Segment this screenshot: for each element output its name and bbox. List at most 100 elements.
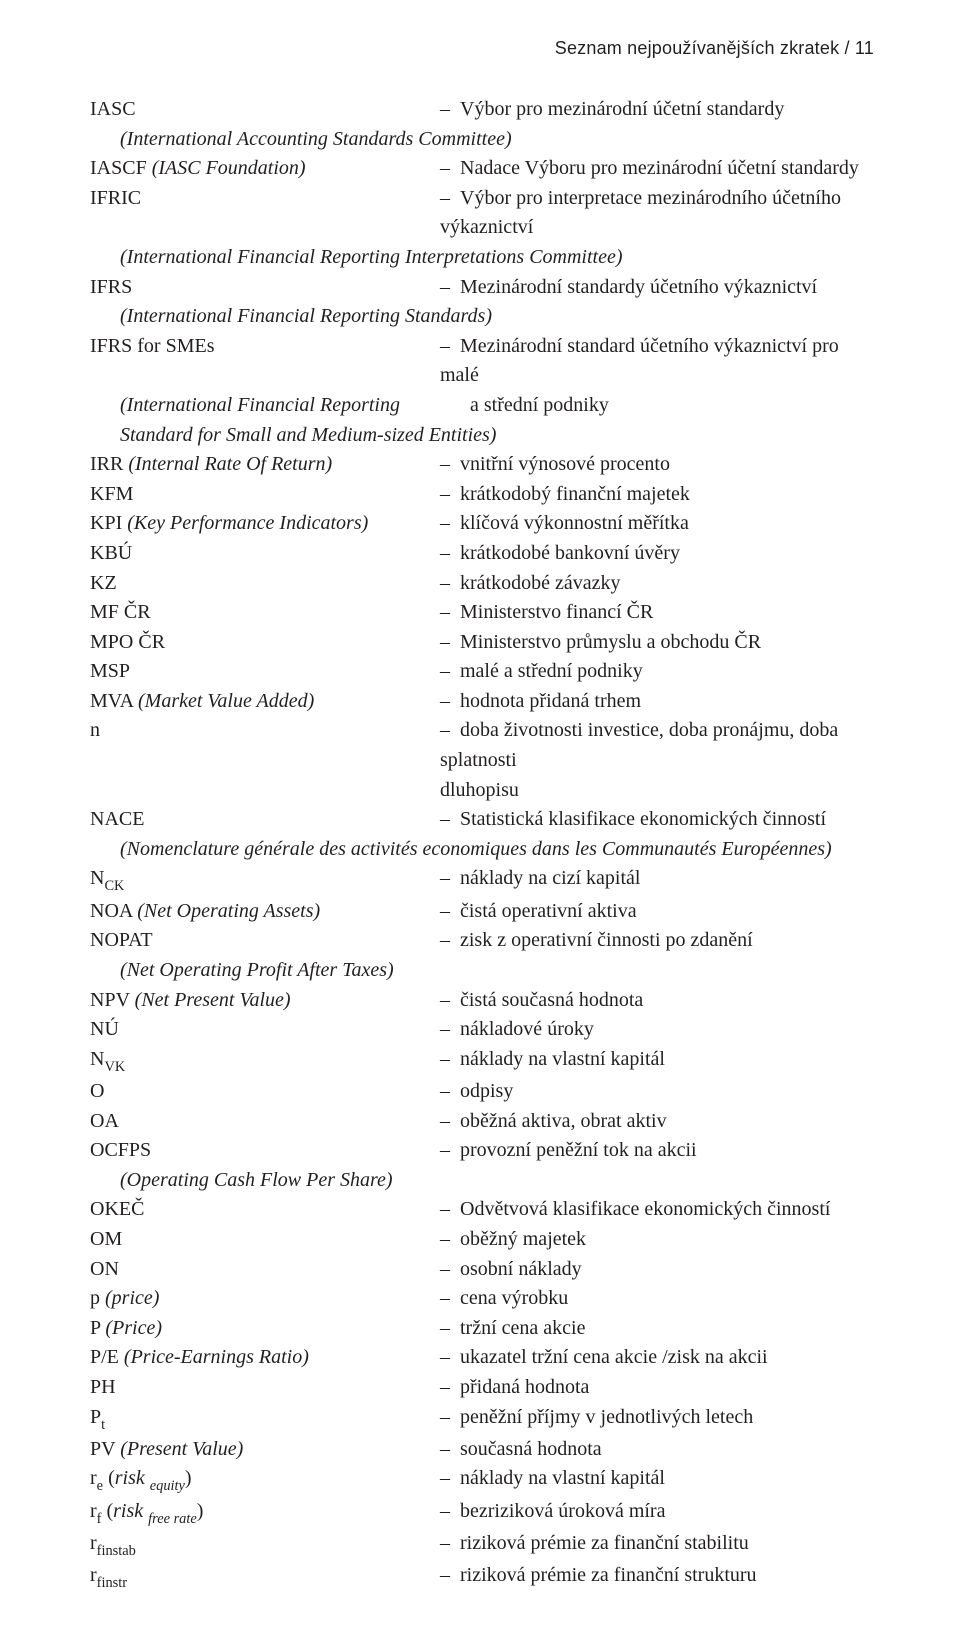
dash: – bbox=[440, 1438, 460, 1460]
abbr-term: p (price) bbox=[90, 1284, 440, 1314]
abbr-subline: (International Accounting Standards Comm… bbox=[90, 125, 874, 155]
abbr-row: NOPAT–zisk z operativní činnosti po zdan… bbox=[90, 926, 874, 956]
abbr-definition: –doba životnosti investice, doba pronájm… bbox=[440, 716, 874, 775]
abbr-row: OM–oběžný majetek bbox=[90, 1225, 874, 1255]
abbr-expansion: Standard for Small and Medium-sized Enti… bbox=[90, 421, 496, 451]
abbr-term: NCK bbox=[90, 864, 440, 896]
abbr-definition: –malé a střední podniky bbox=[440, 657, 874, 687]
dash: – bbox=[440, 1346, 460, 1368]
dash: – bbox=[440, 867, 460, 889]
abbr-term: rf (risk free rate) bbox=[90, 1497, 440, 1529]
abbr-term: P/E (Price-Earnings Ratio) bbox=[90, 1343, 440, 1373]
abbr-term: (International Financial Reporting bbox=[90, 391, 470, 421]
abbr-row: IFRS for SMEs–Mezinárodní standard účetn… bbox=[90, 332, 874, 391]
abbr-definition-cont: dluhopisu bbox=[440, 776, 874, 806]
dash: – bbox=[440, 808, 460, 830]
abbr-row: rfinstr–riziková prémie za finanční stru… bbox=[90, 1561, 874, 1593]
abbr-subline: (Net Operating Profit After Taxes) bbox=[90, 956, 874, 986]
abbr-term: KZ bbox=[90, 569, 440, 599]
abbr-definition: –Odvětvová klasifikace ekonomických činn… bbox=[440, 1195, 874, 1225]
abbr-definition: –krátkodobé závazky bbox=[440, 569, 874, 599]
abbr-definition: –cena výrobku bbox=[440, 1284, 874, 1314]
abbr-row: OKEČ–Odvětvová klasifikace ekonomických … bbox=[90, 1195, 874, 1225]
abbr-row: IASCF (IASC Foundation)–Nadace Výboru pr… bbox=[90, 154, 874, 184]
abbr-expansion: (Nomenclature générale des activités eco… bbox=[90, 835, 832, 865]
abbr-row: NVK–náklady na vlastní kapitál bbox=[90, 1045, 874, 1077]
abbr-definition: –tržní cena akcie bbox=[440, 1314, 874, 1344]
abbreviation-list: IASC–Výbor pro mezinárodní účetní standa… bbox=[90, 95, 874, 1594]
abbr-subline: (Operating Cash Flow Per Share) bbox=[90, 1166, 874, 1196]
abbr-term: NACE bbox=[90, 805, 440, 835]
abbr-row: MPO ČR–Ministerstvo průmyslu a obchodu Č… bbox=[90, 628, 874, 658]
page-header: Seznam nejpoužívanějších zkratek / 11 bbox=[90, 38, 874, 59]
abbr-term: NVK bbox=[90, 1045, 440, 1077]
abbr-term: PV (Present Value) bbox=[90, 1435, 440, 1465]
dash: – bbox=[440, 187, 460, 209]
abbr-row: MSP–malé a střední podniky bbox=[90, 657, 874, 687]
abbr-definition: –náklady na cizí kapitál bbox=[440, 864, 874, 896]
dash: – bbox=[440, 1317, 460, 1339]
abbr-definition: –osobní náklady bbox=[440, 1255, 874, 1285]
abbr-row: IFRS–Mezinárodní standardy účetního výka… bbox=[90, 273, 874, 303]
abbr-row: PV (Present Value)–současná hodnota bbox=[90, 1435, 874, 1465]
abbr-row: NÚ–nákladové úroky bbox=[90, 1015, 874, 1045]
dash: – bbox=[440, 453, 460, 475]
abbr-term: OCFPS bbox=[90, 1136, 440, 1166]
abbr-term: MVA (Market Value Added) bbox=[90, 687, 440, 717]
abbr-term: n bbox=[90, 716, 440, 775]
abbr-definition: –bezriziková úroková míra bbox=[440, 1497, 874, 1529]
abbr-term: re (risk equity) bbox=[90, 1464, 440, 1496]
abbr-term: NOA (Net Operating Assets) bbox=[90, 897, 440, 927]
abbr-row: ON–osobní náklady bbox=[90, 1255, 874, 1285]
abbr-row: rf (risk free rate)–bezriziková úroková … bbox=[90, 1497, 874, 1529]
abbr-row: MF ČR–Ministerstvo financí ČR bbox=[90, 598, 874, 628]
dash: – bbox=[440, 929, 460, 951]
abbr-term-empty bbox=[90, 776, 440, 806]
abbr-definition: –krátkodobý finanční majetek bbox=[440, 480, 874, 510]
abbr-row: IFRIC–Výbor pro interpretace mezinárodní… bbox=[90, 184, 874, 243]
abbr-term: P (Price) bbox=[90, 1314, 440, 1344]
abbr-expansion: (International Accounting Standards Comm… bbox=[90, 125, 512, 155]
abbr-row: rfinstab–riziková prémie za finanční sta… bbox=[90, 1529, 874, 1561]
abbr-term: IASCF (IASC Foundation) bbox=[90, 154, 440, 184]
abbr-row: IASC–Výbor pro mezinárodní účetní standa… bbox=[90, 95, 874, 125]
dash: – bbox=[440, 542, 460, 564]
dash: – bbox=[440, 1198, 460, 1220]
page: Seznam nejpoužívanějších zkratek / 11 IA… bbox=[0, 0, 960, 1634]
abbr-row: NCK–náklady na cizí kapitál bbox=[90, 864, 874, 896]
abbr-term: NPV (Net Present Value) bbox=[90, 986, 440, 1016]
abbr-expansion: (International Financial Reporting Inter… bbox=[90, 243, 623, 273]
abbr-definition: –Ministerstvo financí ČR bbox=[440, 598, 874, 628]
abbr-row: Pt–peněžní příjmy v jednotlivých letech bbox=[90, 1403, 874, 1435]
dash: – bbox=[440, 1048, 460, 1070]
abbr-definition: –náklady na vlastní kapitál bbox=[440, 1464, 874, 1496]
dash: – bbox=[440, 1287, 460, 1309]
abbr-definition: –oběžný majetek bbox=[440, 1225, 874, 1255]
abbr-row: P (Price)–tržní cena akcie bbox=[90, 1314, 874, 1344]
dash: – bbox=[440, 98, 460, 120]
abbr-subline: (Nomenclature générale des activités eco… bbox=[90, 835, 874, 865]
abbr-row: KBÚ–krátkodobé bankovní úvěry bbox=[90, 539, 874, 569]
abbr-definition: a střední podniky bbox=[470, 391, 874, 421]
dash: – bbox=[440, 690, 460, 712]
abbr-row: (International Financial Reportinga stře… bbox=[90, 391, 874, 421]
abbr-row: NPV (Net Present Value)–čistá současná h… bbox=[90, 986, 874, 1016]
abbr-definition: –nákladové úroky bbox=[440, 1015, 874, 1045]
abbr-expansion: (Operating Cash Flow Per Share) bbox=[90, 1166, 393, 1196]
dash: – bbox=[440, 1500, 460, 1522]
abbr-term: ON bbox=[90, 1255, 440, 1285]
abbr-definition: –současná hodnota bbox=[440, 1435, 874, 1465]
dash: – bbox=[440, 335, 460, 357]
dash: – bbox=[440, 1532, 460, 1554]
abbr-term: Pt bbox=[90, 1403, 440, 1435]
abbr-term: IFRIC bbox=[90, 184, 440, 243]
abbr-definition: –Výbor pro interpretace mezinárodního úč… bbox=[440, 184, 874, 243]
dash: – bbox=[440, 1080, 460, 1102]
abbr-definition: –Mezinárodní standard účetního výkaznict… bbox=[440, 332, 874, 391]
abbr-definition: –čistá současná hodnota bbox=[440, 986, 874, 1016]
abbr-row: p (price)–cena výrobku bbox=[90, 1284, 874, 1314]
abbr-subline: (International Financial Reporting Inter… bbox=[90, 243, 874, 273]
abbr-term: O bbox=[90, 1077, 440, 1107]
abbr-definition: –náklady na vlastní kapitál bbox=[440, 1045, 874, 1077]
abbr-definition: –riziková prémie za finanční strukturu bbox=[440, 1561, 874, 1593]
